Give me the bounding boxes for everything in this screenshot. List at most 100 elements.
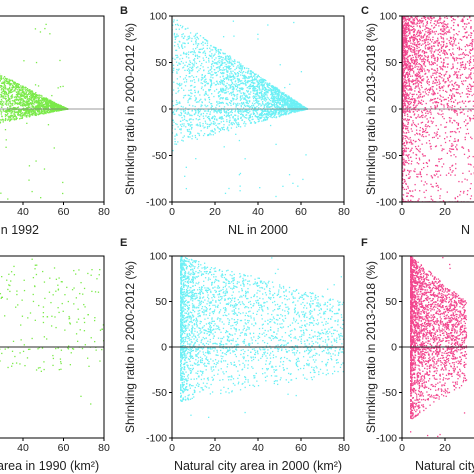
panel-a-point	[45, 102, 47, 104]
panel-a-point	[29, 99, 31, 101]
panel-b-point	[263, 96, 266, 98]
panel-a-point	[4, 88, 7, 90]
panel-a-point	[20, 89, 22, 91]
panel-b-point	[246, 87, 248, 89]
panel-b-point	[256, 116, 258, 118]
panel-b-point	[254, 82, 256, 84]
panel-b-point	[224, 58, 226, 60]
panel-a-point	[8, 109, 11, 112]
panel-b-point	[173, 32, 176, 35]
panel-b-point	[208, 125, 210, 128]
panel-b-point	[274, 97, 276, 99]
panel-b-point	[229, 117, 231, 119]
panel-a-point	[15, 111, 17, 113]
panel-a-point	[17, 83, 19, 85]
panel-b-point	[256, 84, 259, 86]
panel-b-point	[191, 126, 193, 129]
panel-a-point	[2, 121, 4, 123]
panel-a-point	[22, 90, 24, 92]
panel-a-point	[4, 81, 6, 83]
panel-a-point	[62, 85, 64, 88]
panel-b-point	[176, 35, 178, 37]
panel-b-point	[223, 81, 225, 83]
panel-b-point	[176, 23, 179, 25]
panel-b-point	[209, 113, 211, 115]
panel-a-point	[45, 23, 47, 26]
panel-b-point	[254, 115, 256, 117]
panel-a-point	[29, 89, 31, 91]
panel-a-point	[46, 98, 48, 100]
panel-a-point	[5, 104, 8, 106]
panel-a-point	[12, 116, 14, 118]
panel-a-point	[0, 122, 1, 124]
panel-b-point	[238, 66, 240, 68]
panel-b-point	[245, 114, 247, 116]
panel-b-point	[201, 48, 203, 50]
panel-a-point	[5, 100, 8, 102]
panel-b-point	[176, 108, 179, 111]
panel-a-point	[0, 89, 3, 91]
panel-b-point	[196, 36, 199, 39]
panel-b-point	[175, 133, 178, 135]
panel-a-point	[36, 104, 39, 107]
panel-b-point	[191, 66, 194, 68]
panel-a-point	[7, 115, 9, 118]
panel-b-point	[231, 81, 233, 84]
panel-b-point	[294, 100, 297, 102]
panel-b-point	[176, 68, 178, 71]
panel-b-point	[210, 81, 213, 83]
panel-b-point	[272, 85, 275, 87]
panel-b-point	[256, 105, 258, 108]
panel-b-point	[206, 127, 209, 129]
panel-b-point	[200, 98, 202, 100]
panel-a-point	[32, 110, 35, 113]
panel-b-point	[218, 110, 220, 112]
panel-b-point	[292, 182, 294, 184]
panel-b-point	[174, 138, 176, 140]
panel-b-point	[283, 113, 285, 115]
panel-a-point	[51, 106, 53, 108]
panel-b-point	[209, 132, 211, 135]
panel-a-point	[32, 105, 35, 107]
panel-b-point	[194, 55, 197, 57]
panel-b-point	[195, 47, 197, 50]
panel-b-point	[231, 72, 233, 75]
panel-a-point	[53, 109, 55, 111]
panel-b-point	[202, 115, 204, 117]
panel-a-point	[16, 102, 18, 105]
panel-b-point	[289, 100, 291, 102]
panel-a-point	[38, 110, 40, 112]
panel-b-point	[231, 64, 233, 66]
panel-b-point	[254, 122, 256, 124]
panel-b-point	[286, 106, 289, 108]
panel-a-point	[10, 103, 12, 105]
panel-a-point	[59, 107, 62, 109]
panel-b-point	[230, 67, 232, 70]
panel-b-point	[217, 53, 220, 55]
panel-b-point	[192, 64, 194, 66]
panel-a-point	[16, 94, 19, 96]
panel-a-point	[40, 109, 42, 111]
panel-b-point	[268, 106, 271, 108]
panel-b-point	[225, 115, 227, 118]
panel-b-point	[177, 35, 179, 37]
panel-b-point	[291, 98, 293, 100]
panel-b-point	[236, 61, 239, 63]
panel-b-point	[200, 130, 202, 132]
panel-b-point	[184, 112, 186, 114]
panel-a-point	[35, 160, 37, 162]
panel-a-point	[37, 100, 40, 102]
panel-b-point	[271, 92, 274, 94]
panel-b-point	[259, 89, 261, 91]
panel-b-point	[252, 111, 255, 113]
panel-a-point	[42, 110, 45, 112]
panel-b-point	[283, 100, 285, 102]
panel-b-point	[251, 76, 253, 79]
panel-b-point	[271, 116, 273, 119]
panel-b-point	[230, 99, 232, 102]
panel-a-point	[15, 116, 17, 118]
panel-a-point	[7, 82, 9, 85]
panel-a-point	[50, 111, 52, 113]
panel-b-point	[223, 106, 226, 108]
panel-b-point	[236, 85, 238, 87]
